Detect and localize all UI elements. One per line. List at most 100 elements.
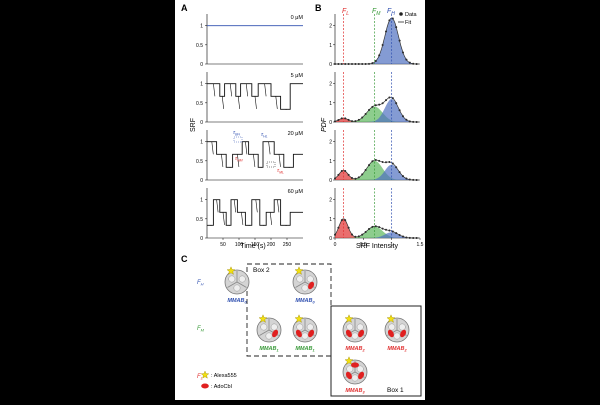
mmab-protein: MMAB1 [256,314,282,353]
trace-x-tick-label: 100 [235,242,244,248]
panel-b-histograms: 0 1 2 0 1 2 0 1 2 0 1 2 0 0.5 1 1.5 [329,14,424,248]
panel-a-xlabel: Time (s) [240,243,265,250]
tau-box [266,161,276,168]
alexa-star-icon [226,266,236,275]
trace-spike [222,212,225,226]
hist-y-tick-label: 2 [329,24,332,30]
tau-bh-label: τBH [233,130,240,137]
concentration-label: 20 μM [288,131,304,137]
hist-fit-line [335,17,419,65]
subunit-pocket [260,323,268,331]
trace-y-tick-label: 0 [200,120,203,126]
subunit-pocket [388,323,396,331]
subunit-pocket [351,374,359,382]
subunit-pocket [238,275,246,283]
state-label-fl: FL [342,8,349,17]
hist-component-fh [335,17,420,64]
trace-y-tick-label: 1 [200,198,203,204]
trace-spike [237,154,240,168]
trace-x-tick-label: 50 [220,242,226,248]
hist-y-tick-label: 2 [329,140,332,146]
mmab-label: MMAB0 [227,298,247,305]
legend-ellipse-icon [201,383,209,389]
mmab-protein: MMAB2 [342,314,368,353]
panel-b-xlabel: SRF Intensity [356,243,399,250]
trimer-divider [259,329,270,336]
mmab-protein: MMAB0 [292,266,318,305]
hist-fit-line [334,96,419,123]
state-label-fm: FM [372,8,381,17]
box-2 [246,263,332,357]
trace-y-tick-label: 0.5 [196,43,203,49]
subunit-pocket [346,323,354,331]
trace-spike [277,199,280,213]
adocbl-ellipse [351,362,359,368]
subunit-pocket [265,332,273,340]
mmab-protein: MMAB3 [342,356,368,395]
concentration-label: 5 μM [291,73,304,79]
hist-y-tick-label: 0 [329,178,332,184]
legend-star-icon [200,370,210,379]
trace-spike [269,212,272,226]
adocbl-ellipse [345,329,352,338]
subunit-pocket [301,332,309,340]
trace-spike [233,199,236,213]
tau-ml-label: τML [277,168,284,175]
subunit-pocket [301,284,309,292]
subunit-pocket [351,332,359,340]
hist-x-tick-label: 1 [390,242,393,248]
hist-component-fh [335,232,420,238]
trace-spike [221,96,224,110]
hist-y-tick-label: 2 [329,82,332,88]
trace-spike [253,154,256,168]
panel-a-ylabel: SRF [190,118,197,132]
legend-ellipse-label: : AdoCbl [211,384,232,390]
subunit-pocket [296,323,304,331]
tau-hl-label: τHL [261,132,268,139]
row-label: FM [197,326,205,333]
trace-line [207,141,303,168]
trace-x-tick-label: 250 [283,242,292,248]
legend-data-label: Data [405,12,418,18]
legend-fit-label: Fit [405,20,412,26]
trace-spike [216,199,219,213]
legend-data-marker [399,12,403,16]
panel-label-b: B [315,3,322,13]
hist-y-tick-label: 1 [329,43,332,49]
hist-y-tick-label: 1 [329,159,332,165]
hist-component-fm [335,106,420,122]
trace-y-tick-label: 0.5 [196,159,203,165]
mmab-protein: MMAB2 [384,314,410,353]
figure-panel: A B C 0 0.5 1 0 μM 0 0.5 1 5 μM 0 0.5 1 20 μM 0 0.5 1 6… [175,0,425,400]
panel-c-schematic: FH FM FL Box 2 Box 1 MMAB0 MMAB0 MMAB1 MMAB1 MMAB… [197,263,422,397]
trace-x-tick-label: 150 [251,242,260,248]
panel-label-a: A [181,3,188,13]
hist-y-tick-label: 1 [329,101,332,107]
box-2-label: Box 2 [253,267,270,274]
hist-y-tick-label: 0 [329,236,332,242]
tau-hm-label: τHM [235,156,243,163]
trace-x-tick-label: 200 [267,242,276,248]
trace-y-tick-label: 1 [200,82,203,88]
subunit-pocket [270,323,278,331]
adocbl-ellipse [345,371,352,380]
figure-svg: A B C 0 0.5 1 0 μM 0 0.5 1 5 μM 0 0.5 1 20 μM 0 0.5 1 6… [181,3,424,397]
trace-y-tick-label: 0 [200,62,203,68]
subunit-pocket [356,365,364,373]
row-label: FH [197,280,204,287]
subunit-pocket [306,275,314,283]
panel-label-c: C [181,254,188,264]
trace-y-tick-label: 0.5 [196,101,203,107]
alexa-star-icon [294,266,304,275]
trace-spike [241,212,244,226]
hist-y-tick-label: 1 [329,217,332,223]
mmab-protein: MMAB0 [224,266,250,305]
panel-a-traces: 0 0.5 1 0 μM 0 0.5 1 5 μM 0 0.5 1 20 μM 0 0.5 1 60 μM 50… [196,14,303,248]
trace-line [207,199,303,226]
hist-fit-line [334,218,419,239]
trace-y-tick-label: 0.5 [196,217,203,223]
trace-spike [254,96,257,110]
hist-x-tick-label: 0 [334,242,337,248]
adocbl-ellipse [400,329,407,338]
subunit-pocket [346,365,354,373]
